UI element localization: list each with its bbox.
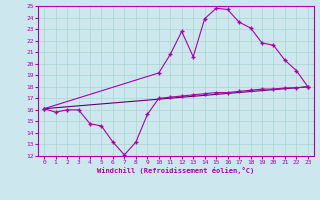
X-axis label: Windchill (Refroidissement éolien,°C): Windchill (Refroidissement éolien,°C) [97,167,255,174]
